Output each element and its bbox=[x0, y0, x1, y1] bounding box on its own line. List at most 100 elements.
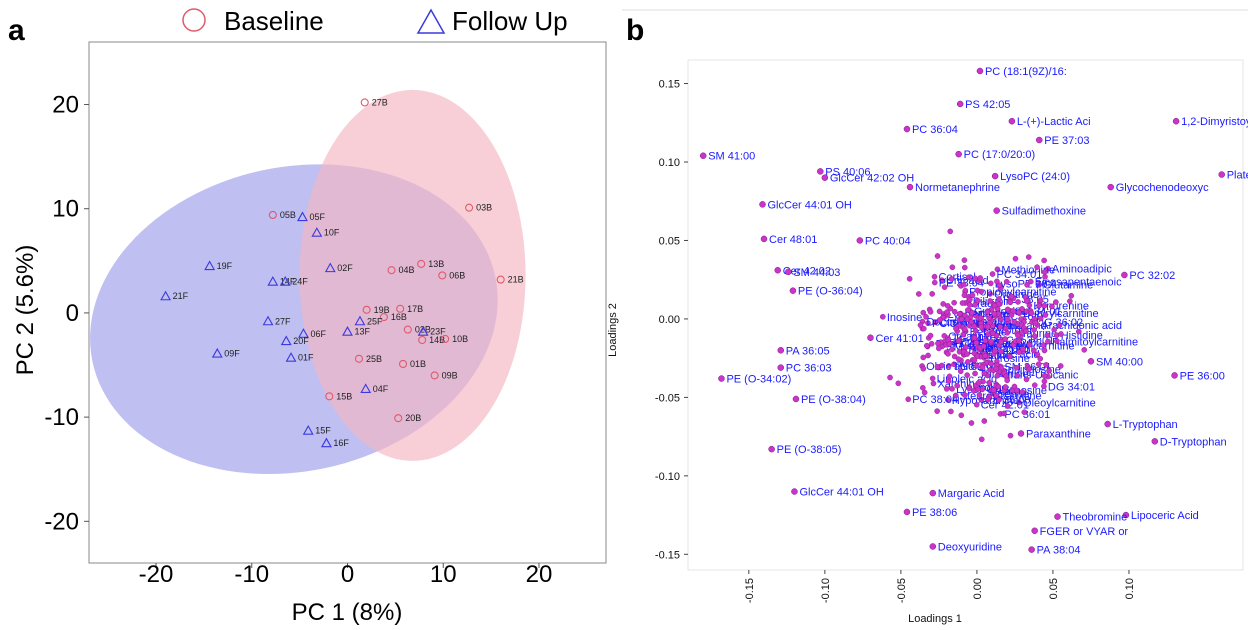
loading-point bbox=[1107, 183, 1114, 191]
panel-letter-a: a bbox=[8, 14, 25, 47]
cluster-point bbox=[964, 351, 970, 357]
cluster-point bbox=[958, 412, 965, 419]
loading-point-label: Cer 42:02 bbox=[783, 265, 831, 277]
cluster-point bbox=[994, 372, 1001, 379]
x-axis-label-b: Loadings 1 bbox=[908, 613, 962, 625]
y-tick-label-a: 10 bbox=[52, 196, 79, 223]
followup-point bbox=[298, 328, 309, 338]
cluster-point bbox=[1004, 403, 1011, 409]
x-tick-label-b: 0.00 bbox=[972, 578, 984, 599]
cluster-point bbox=[927, 332, 934, 339]
y-axis-label-b: Loadings 2 bbox=[607, 303, 619, 357]
y-tick-label-a: -10 bbox=[44, 404, 79, 431]
cluster-point bbox=[1037, 355, 1044, 362]
cluster-point bbox=[1013, 364, 1020, 371]
cluster-point bbox=[984, 309, 991, 316]
cluster-point bbox=[982, 353, 988, 359]
cluster-point bbox=[880, 313, 886, 320]
cluster-point bbox=[1019, 389, 1026, 395]
point-label-a: 21B bbox=[508, 275, 524, 285]
point-label-a: 05F bbox=[310, 212, 326, 222]
point-label-a: 21F bbox=[173, 291, 189, 301]
cluster-point bbox=[1015, 332, 1021, 339]
cluster-point bbox=[1058, 331, 1064, 337]
cluster-point bbox=[992, 347, 998, 354]
cluster-point bbox=[1056, 322, 1063, 329]
cluster-point bbox=[1002, 384, 1009, 390]
cluster-point bbox=[920, 365, 927, 372]
cluster-point bbox=[1019, 306, 1025, 312]
cluster-point bbox=[1023, 376, 1030, 383]
cluster-point bbox=[993, 392, 1000, 399]
cluster-point bbox=[1027, 278, 1034, 285]
loading-point bbox=[867, 334, 874, 342]
y-tick-label-b: 0.10 bbox=[659, 157, 680, 169]
cluster-point bbox=[946, 341, 953, 347]
cluster-point bbox=[991, 302, 998, 309]
cluster-point bbox=[987, 291, 993, 297]
cluster-point bbox=[951, 299, 957, 306]
x-tick-label-b: 0.05 bbox=[1048, 578, 1060, 599]
loading-point bbox=[768, 445, 775, 453]
loading-point bbox=[821, 174, 829, 181]
cluster-point bbox=[895, 380, 902, 387]
point-label-a: 10F bbox=[324, 228, 340, 238]
cluster-point-label: Valine bbox=[981, 350, 1011, 362]
point-label-a: 16B bbox=[391, 312, 407, 322]
cluster-point bbox=[974, 287, 981, 294]
cluster-point bbox=[958, 316, 965, 322]
cluster-point bbox=[969, 309, 975, 316]
y-axis-label-a: PC 2 (5.6%) bbox=[12, 245, 39, 376]
cluster-point bbox=[982, 337, 989, 344]
baseline-point bbox=[325, 392, 334, 401]
point-label-a: 16F bbox=[333, 438, 349, 448]
followup-point bbox=[417, 326, 429, 336]
cluster-point bbox=[972, 302, 978, 308]
x-tick-label-b: 0.10 bbox=[1124, 578, 1136, 599]
cluster-point bbox=[1002, 336, 1008, 342]
cluster-point bbox=[947, 228, 954, 235]
cluster-point bbox=[1011, 319, 1018, 325]
cluster-point bbox=[1041, 373, 1048, 379]
loading-point-label: PA 38:04 bbox=[1037, 545, 1081, 557]
loading-point bbox=[718, 375, 725, 382]
loading-point-label: Paraxanthine bbox=[1026, 428, 1091, 440]
cluster-point bbox=[969, 292, 976, 298]
loading-point bbox=[760, 235, 768, 243]
cluster-point bbox=[955, 338, 962, 344]
cluster-point bbox=[1008, 293, 1015, 300]
cluster-point bbox=[988, 360, 994, 367]
loading-point bbox=[929, 543, 937, 550]
cluster-point bbox=[1032, 320, 1039, 326]
cluster-point bbox=[1067, 298, 1073, 305]
point-label-a: 15B bbox=[336, 391, 352, 401]
cluster-point bbox=[1081, 347, 1088, 353]
cluster-point bbox=[1004, 316, 1011, 322]
loading-point bbox=[956, 100, 964, 108]
cluster-point bbox=[1004, 306, 1011, 313]
x-tick-label-a: 10 bbox=[430, 561, 457, 588]
cluster-point bbox=[936, 317, 943, 323]
cluster-point bbox=[971, 335, 978, 341]
loading-point-label: PC (17:0/20:0) bbox=[964, 149, 1036, 161]
cluster-point bbox=[994, 266, 1001, 273]
point-label-a: 19F bbox=[217, 261, 233, 271]
cluster-point bbox=[920, 309, 927, 316]
cluster-point bbox=[961, 264, 968, 271]
loading-point-label: SM 40:00 bbox=[1096, 356, 1143, 368]
cluster-point bbox=[920, 385, 926, 391]
cluster-point bbox=[917, 322, 924, 328]
cluster-point bbox=[934, 408, 940, 414]
cluster-point bbox=[965, 274, 972, 281]
loading-point bbox=[991, 172, 999, 180]
followup-point bbox=[279, 276, 291, 286]
ticks-b: -0.15 -0.10 -0.05 0.00 0.05 0.10 -0.15 -0.10 -0.… bbox=[655, 79, 1136, 604]
cluster-point bbox=[1034, 264, 1040, 270]
cluster-point-label: PC 38:04 bbox=[912, 394, 958, 406]
cluster-point bbox=[990, 387, 997, 393]
cluster-point bbox=[1036, 302, 1042, 309]
loading-point-label: Cer 48:01 bbox=[769, 234, 817, 246]
cluster-point bbox=[1026, 366, 1032, 373]
legend-followup-marker bbox=[416, 8, 446, 34]
cluster-point bbox=[939, 277, 945, 283]
